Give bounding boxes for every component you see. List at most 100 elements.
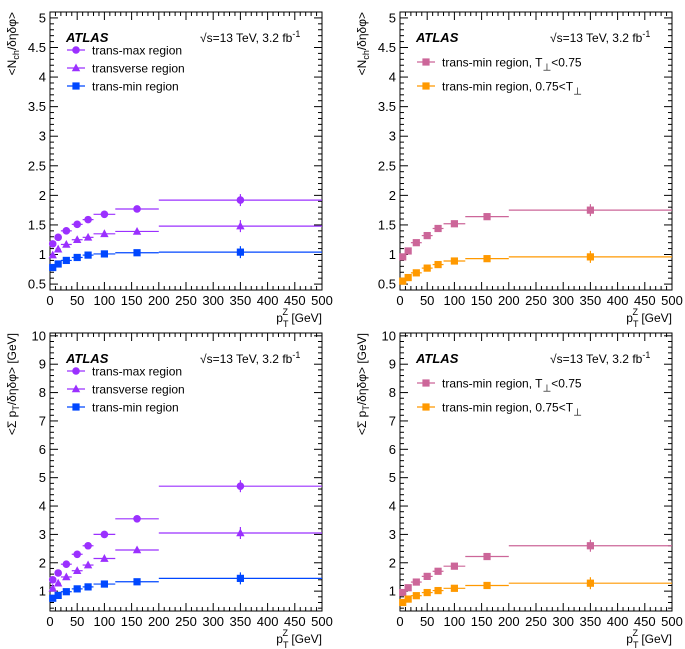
y-tick-label: 3 (389, 527, 396, 542)
x-tick-label: 350 (230, 293, 252, 308)
y-tick-label: 8 (389, 385, 396, 400)
x-tick-label: 400 (607, 614, 629, 629)
x-tick-label: 500 (311, 614, 333, 629)
legend-marker (71, 384, 81, 393)
data-point (100, 580, 108, 588)
x-tick-label: 350 (580, 614, 602, 629)
legend-label: trans-max region (92, 44, 182, 58)
x-tick-label: 0 (396, 614, 403, 629)
data-point (84, 541, 92, 550)
legend-label: trans-min region, 0.75<T⊥ (442, 80, 582, 98)
y-tick-label: 5 (389, 470, 396, 485)
legend-label: transverse region (92, 62, 185, 76)
data-point (434, 224, 442, 233)
data-point (54, 591, 62, 599)
y-tick-label: 8 (39, 385, 46, 400)
energy-luminosity-label: √s=13 TeV, 3.2 fb-1 (550, 350, 650, 366)
x-tick-label: 350 (230, 614, 252, 629)
y-tick-label: 1 (389, 247, 396, 262)
data-point (483, 581, 491, 590)
plot-frame (49, 11, 323, 291)
data-point (133, 249, 141, 257)
data-point (404, 273, 412, 282)
x-axis-title: pTZ [GeV] (626, 628, 672, 649)
legend-label: trans-max region (92, 365, 182, 379)
data-point (62, 227, 71, 235)
data-point (423, 231, 431, 240)
x-tick-label: 350 (580, 293, 602, 308)
data-point (434, 260, 442, 269)
data-point (236, 528, 245, 537)
legend-marker (72, 82, 80, 90)
data-point (100, 210, 109, 219)
x-axis-title: pTZ [GeV] (276, 307, 322, 329)
x-tick-label: 150 (471, 614, 493, 629)
data-point (399, 253, 407, 261)
x-tick-label: 150 (121, 614, 143, 629)
legend-label: trans-min region, T⊥<0.75 (442, 377, 582, 395)
data-point (132, 545, 142, 554)
x-tick-label: 450 (634, 293, 656, 308)
data-point (450, 562, 458, 570)
y-tick-label: 7 (389, 413, 396, 428)
y-axis-title: <Σ pT/δηδφ> [GeV] (355, 333, 371, 435)
x-tick-label: 500 (661, 614, 683, 629)
x-axis-title: pTZ [GeV] (276, 628, 322, 649)
data-point (450, 584, 458, 592)
y-tick-label: 4 (39, 499, 46, 514)
data-point (483, 552, 491, 561)
y-tick-label: 3 (39, 527, 46, 542)
y-axis-title: <Σ pT/δηδφ> [GeV] (5, 333, 21, 435)
legend-label: transverse region (92, 383, 185, 397)
data-point (62, 572, 71, 581)
x-tick-label: 150 (121, 293, 143, 308)
y-tick-label: 6 (389, 442, 396, 457)
chart-panel-top-right: 0 50 100 150 200 250 300 350 400 450 500 0.5 1 1.5 2 2.… (355, 10, 683, 329)
data-point (133, 205, 141, 213)
energy-luminosity-label: √s=13 TeV, 3.2 fb-1 (550, 29, 650, 45)
data-point (73, 220, 81, 229)
data-point (412, 578, 420, 586)
data-point (404, 247, 412, 255)
data-point (236, 221, 245, 230)
data-point (236, 196, 245, 204)
data-point (48, 240, 57, 248)
x-tick-label: 200 (498, 614, 520, 629)
legend: trans-max region transverse region trans-m… (67, 365, 185, 415)
data-point (404, 595, 412, 603)
x-tick-label: 450 (284, 614, 306, 629)
data-point (48, 575, 57, 584)
data-point (586, 253, 594, 261)
series-0 (399, 204, 672, 261)
data-point (412, 269, 420, 277)
y-tick-label: 5 (39, 10, 46, 25)
data-point (423, 264, 431, 272)
x-tick-label: 500 (311, 293, 333, 308)
data-point (434, 567, 442, 575)
y-tick-label: 2 (39, 555, 46, 570)
y-axis-title: <Nch/δηδφ> (5, 12, 21, 75)
data-point (73, 566, 82, 575)
legend-marker (422, 82, 430, 90)
y-tick-label: 5 (39, 470, 46, 485)
data-point (48, 583, 57, 592)
x-tick-label: 200 (148, 614, 170, 629)
y-tick-label: 9 (389, 357, 396, 372)
data-point (62, 256, 70, 265)
data-point (84, 215, 92, 224)
y-tick-label: 0.5 (378, 277, 396, 292)
atlas-label: ATLAS (65, 351, 109, 366)
y-tick-label: 7 (39, 413, 46, 428)
legend-marker (422, 403, 430, 411)
data-point (54, 260, 62, 268)
x-axis-title: pTZ [GeV] (626, 307, 672, 329)
x-tick-label: 300 (552, 614, 574, 629)
energy-luminosity-label: √s=13 TeV, 3.2 fb-1 (200, 350, 300, 366)
y-tick-label: 2.5 (28, 158, 46, 173)
data-point (54, 569, 62, 577)
x-tick-label: 300 (202, 614, 224, 629)
y-tick-label: 10 (382, 328, 396, 343)
atlas-label: ATLAS (65, 30, 109, 45)
data-point (483, 255, 491, 263)
data-point (236, 248, 244, 256)
